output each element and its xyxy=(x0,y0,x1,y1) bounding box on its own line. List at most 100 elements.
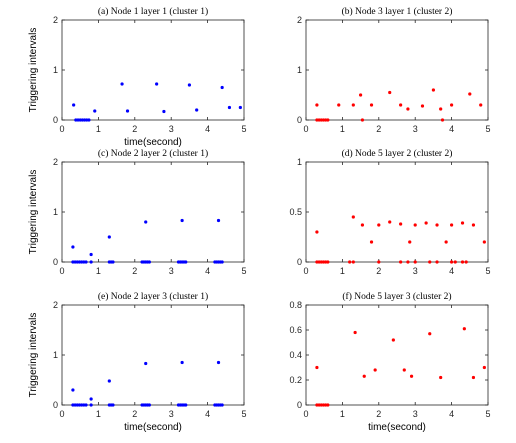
data-point xyxy=(147,260,151,264)
y-tick-label: 0.6 xyxy=(289,325,302,335)
data-point xyxy=(348,260,352,264)
data-point xyxy=(428,332,432,336)
data-point xyxy=(464,260,468,264)
data-point xyxy=(326,260,330,264)
data-point xyxy=(337,103,341,107)
y-tick-label: 0 xyxy=(297,115,302,125)
x-tick-label: 0 xyxy=(303,124,308,134)
y-tick-label: 0.2 xyxy=(289,375,302,385)
x-tick-label: 1 xyxy=(340,124,345,134)
data-point xyxy=(377,223,381,227)
data-point xyxy=(227,105,232,110)
data-point xyxy=(482,240,486,244)
data-point xyxy=(353,330,357,335)
data-point xyxy=(413,223,417,227)
panel-title: (a) Node 1 layer 1 (cluster 1) xyxy=(98,6,208,17)
data-point xyxy=(107,379,111,383)
panel-title: (c) Node 2 layer 2 (cluster 1) xyxy=(98,148,208,159)
x-axis-label: time(second) xyxy=(124,422,182,433)
data-point xyxy=(388,90,392,95)
x-tick-label: 0 xyxy=(59,124,64,134)
y-tick-label: 0 xyxy=(297,400,302,410)
x-tick-label: 1 xyxy=(96,409,101,419)
data-point xyxy=(72,103,76,107)
panel-title: (e) Node 2 layer 3 (cluster 1) xyxy=(98,291,208,302)
data-point xyxy=(195,108,199,112)
x-tick-label: 2 xyxy=(132,124,137,134)
data-point xyxy=(155,82,159,86)
data-point xyxy=(391,338,395,342)
data-point xyxy=(360,223,365,227)
y-tick-label: 2 xyxy=(53,300,58,310)
data-point xyxy=(89,260,93,264)
data-point xyxy=(431,88,435,92)
data-point xyxy=(362,374,366,378)
data-point xyxy=(406,260,410,264)
y-tick-label: 0.4 xyxy=(289,350,302,360)
data-point xyxy=(439,375,443,380)
panel-4: 0 1 2 3 4 5 0 0.5 1 (d) Node 5 layer 2 (cluster 2… xyxy=(289,148,490,276)
data-point xyxy=(93,109,97,113)
x-tick-label: 3 xyxy=(413,124,418,134)
x-tick-label: 0 xyxy=(303,409,308,419)
y-tick-label: 1 xyxy=(297,157,302,167)
x-tick-label: 3 xyxy=(169,409,174,419)
data-point xyxy=(351,215,355,219)
data-point xyxy=(71,388,75,392)
x-tick-label: 2 xyxy=(376,124,381,134)
x-tick-label: 0 xyxy=(59,266,64,276)
x-tick-label: 1 xyxy=(340,409,345,419)
panel-title: (f) Node 5 layer 3 (cluster 2) xyxy=(342,291,451,302)
data-point xyxy=(435,260,439,264)
panel-5: 0 1 2 3 4 5 0 1 2 (e) Node 2 layer 3 (cluster 1) t… xyxy=(28,291,247,433)
data-point xyxy=(162,109,166,114)
y-tick-label: 0 xyxy=(53,400,58,410)
data-point xyxy=(360,118,365,122)
data-point xyxy=(428,260,432,264)
data-point xyxy=(408,240,412,244)
y-tick-label: 0 xyxy=(53,257,58,267)
data-point xyxy=(482,365,486,370)
plot-area xyxy=(305,161,489,263)
data-point xyxy=(359,93,363,97)
panel-title: (b) Node 3 layer 1 (cluster 2) xyxy=(342,6,453,17)
data-point xyxy=(402,368,406,372)
data-point xyxy=(180,360,184,365)
data-point xyxy=(406,107,410,111)
data-point xyxy=(238,105,242,110)
data-point xyxy=(471,375,476,380)
y-tick-label: 2 xyxy=(53,157,58,167)
data-point xyxy=(120,82,124,86)
data-point xyxy=(89,252,93,257)
x-tick-label: 4 xyxy=(205,124,210,134)
y-axis-label: Triggering intervals xyxy=(28,313,39,398)
x-tick-label: 5 xyxy=(485,124,490,134)
data-point xyxy=(440,118,445,122)
panel-3: 0 1 2 3 4 5 0 1 2 (c) Node 2 layer 2 (cluster 1) T… xyxy=(28,148,247,276)
data-point xyxy=(399,103,403,107)
y-tick-label: 2 xyxy=(297,15,302,25)
y-tick-label: 0 xyxy=(297,257,302,267)
data-point xyxy=(460,221,465,225)
data-point xyxy=(216,360,221,365)
panel-6: 0 1 2 3 4 5 0 0.2 0.4 0.6 0.8 (f) Node 5 layer 3 (c… xyxy=(289,291,490,433)
x-tick-label: 5 xyxy=(241,266,246,276)
data-point xyxy=(89,403,93,407)
x-tick-label: 4 xyxy=(449,266,454,276)
data-point xyxy=(424,221,428,225)
x-tick-label: 3 xyxy=(413,409,418,419)
data-point xyxy=(84,403,88,407)
data-point xyxy=(326,118,330,122)
data-point xyxy=(388,220,392,224)
y-tick-label: 0.5 xyxy=(289,207,302,217)
data-point xyxy=(180,218,184,223)
panel-1: 0 1 2 3 4 5 0 1 2 (a) Node 1 layer 1 (cluster 1) t… xyxy=(28,6,247,148)
x-axis-label: time(second) xyxy=(124,137,182,148)
data-point xyxy=(479,103,483,107)
y-tick-label: 0 xyxy=(53,115,58,125)
data-point xyxy=(144,361,148,366)
x-tick-label: 2 xyxy=(376,409,381,419)
data-point xyxy=(87,118,91,122)
x-tick-label: 3 xyxy=(413,266,418,276)
